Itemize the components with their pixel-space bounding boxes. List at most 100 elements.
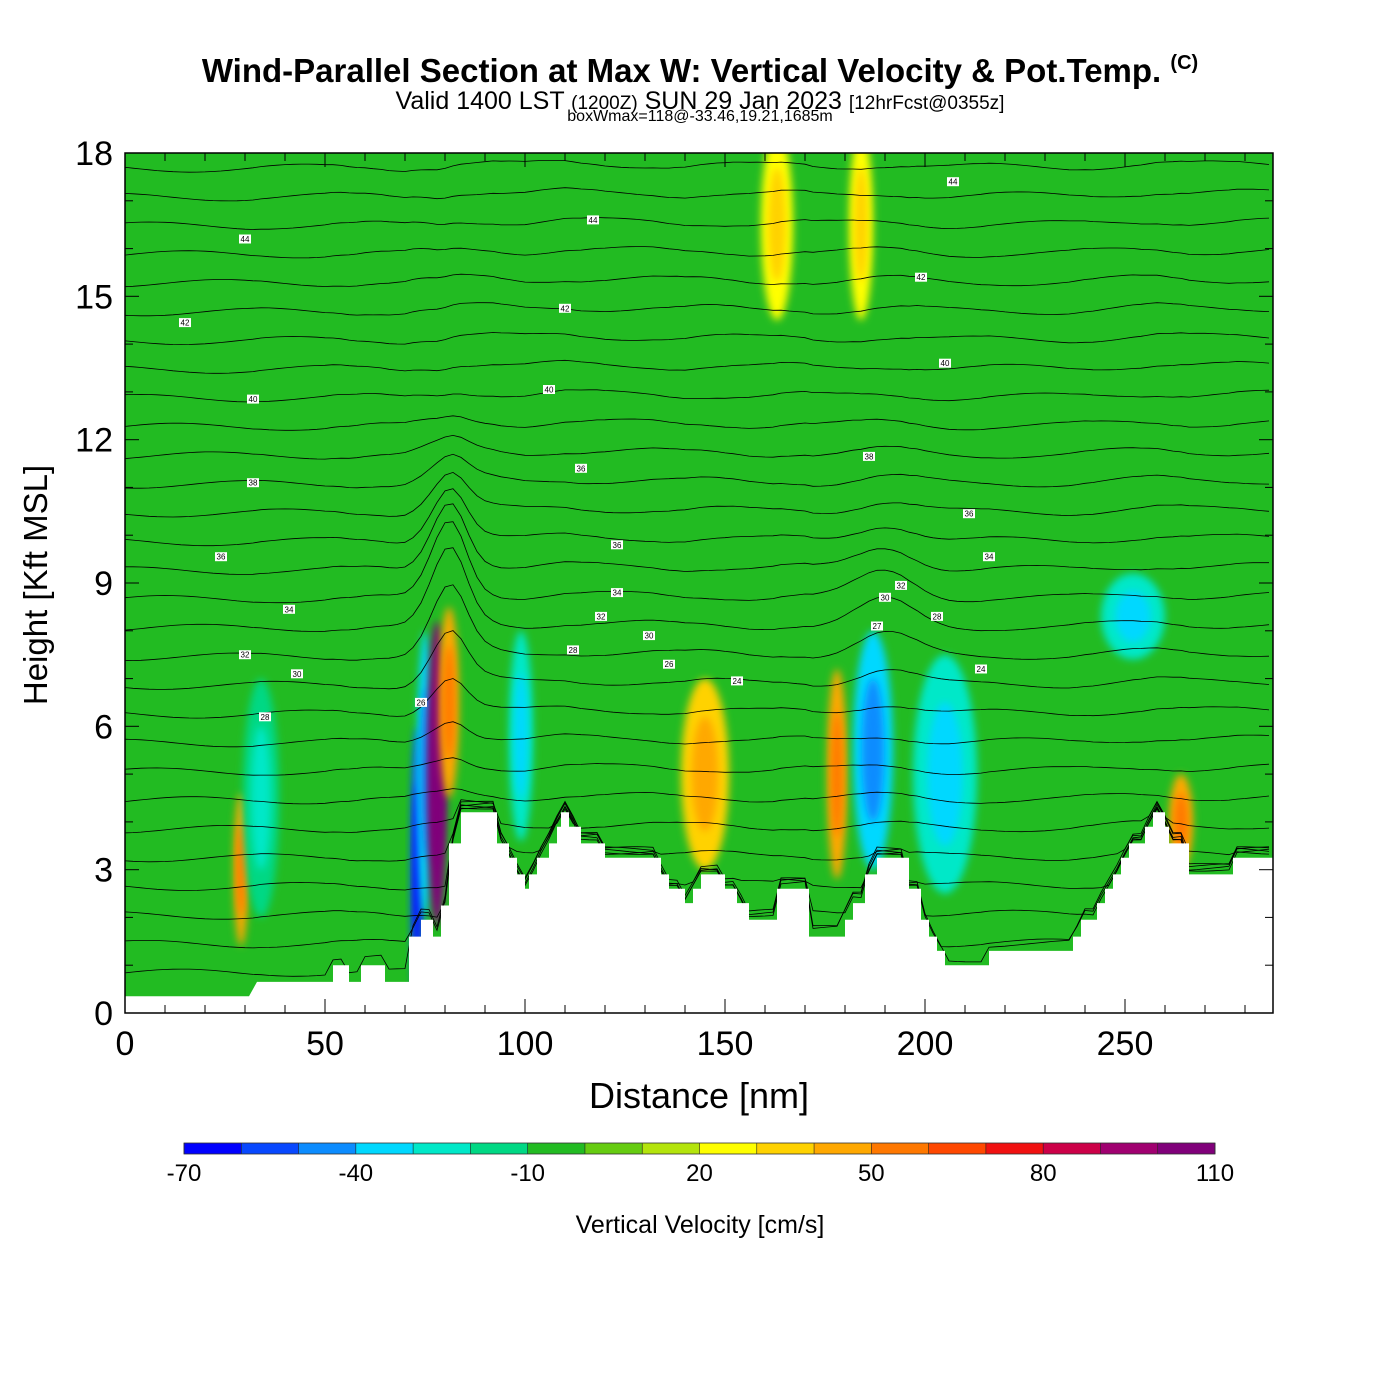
isentrope-27: [125, 187, 1270, 202]
contour-label-bg-22: [871, 621, 883, 631]
y-tick-label-0: 0: [94, 995, 113, 1033]
contour-label-bg-7: [543, 385, 555, 394]
chart-title-text: Wind-Parallel Section at Max W: Vertical…: [201, 52, 1162, 89]
plot-area: 44 44 44 42 42 42 40 40 40 38 36 38 36 36 36 34 32 34 30 34…: [124, 130, 1274, 1014]
contour-label-19: 34: [285, 605, 294, 614]
contour-label-bg-18: [879, 592, 891, 602]
isentrope-14: [125, 503, 1270, 575]
contour-label-1: 44: [589, 216, 598, 225]
valid-date: SUN 29 Jan 2023: [644, 87, 842, 115]
isentrope-4: [125, 800, 1270, 863]
colorbar-tick-label--70: -70: [167, 1160, 202, 1187]
contour-label-bg-12: [963, 509, 975, 519]
w-feature-core-3: [420, 688, 430, 861]
w-feature-core-1: [251, 726, 271, 870]
colorbar-swatch-16: [1100, 1143, 1159, 1154]
contour-label-7: 40: [545, 386, 554, 395]
vertical-velocity-field: [233, 153, 1193, 1013]
y-tick-label-12: 12: [75, 422, 113, 460]
contour-label-17: 34: [613, 589, 622, 598]
copyright-mark: (C): [1170, 52, 1199, 74]
contour-label-bg-9: [863, 451, 875, 461]
x-tick-label-150: 150: [697, 1025, 754, 1063]
colorbar-swatch-10: [756, 1143, 815, 1154]
contour-label-2: 44: [241, 235, 250, 244]
isentrope-15: [125, 488, 1270, 547]
y-tick-label-15: 15: [75, 278, 113, 316]
contour-label-bg-16: [895, 580, 907, 590]
contour-label-4: 42: [561, 304, 570, 313]
w-feature-core-6: [514, 672, 528, 800]
isentrope-21: [125, 359, 1270, 374]
contour-label-bg-17: [611, 588, 623, 598]
contour-label-5: 42: [181, 319, 190, 328]
isentrope-22: [125, 332, 1270, 346]
colorbar: -70 -40 -10 20 50 80 110: [167, 1142, 1234, 1187]
colorbar-swatch-13: [928, 1143, 987, 1154]
colorbar-label: Vertical Velocity [cm/s]: [576, 1211, 825, 1239]
contour-label-bg-30: [415, 697, 427, 707]
chart-subtitle: Valid 1400 LST (1200Z) SUN 29 Jan 2023 […: [0, 87, 1400, 116]
colorbar-swatch-15: [1043, 1143, 1101, 1154]
y-tick-label-3: 3: [94, 852, 113, 890]
x-tick-label-250: 250: [1097, 1025, 1154, 1063]
terrain-profile: [125, 812, 1273, 1013]
contour-label-25: 32: [241, 651, 250, 660]
contour-label-16: 32: [897, 581, 906, 590]
contour-label-bg-1: [587, 215, 599, 225]
contour-label-15: 34: [985, 553, 994, 562]
contour-label-bg-27: [975, 664, 987, 674]
colorbar-tick-label--40: -40: [338, 1160, 373, 1187]
colorbar-swatch-12: [871, 1143, 929, 1154]
isentrope-29: [125, 130, 1269, 143]
contour-label-bg-15: [983, 552, 995, 562]
w-feature-core-0: [237, 823, 245, 916]
contour-label-6: 40: [941, 359, 950, 368]
w-feature-core-12: [1174, 793, 1188, 851]
contour-label-27: 24: [977, 665, 986, 674]
plot-background: [125, 153, 1273, 1013]
w-feature-core-14: [854, 167, 868, 282]
valid-time: Valid 1400 LST: [395, 87, 565, 115]
contour-label-bg-23: [643, 631, 655, 641]
colorbar-swatch-4: [413, 1143, 471, 1154]
w-feature-core-5: [443, 645, 455, 760]
contour-label-14: 36: [217, 553, 226, 562]
contour-label-bg-21: [595, 611, 607, 621]
contour-label-9: 38: [865, 452, 874, 461]
colorbar-swatch-8: [642, 1143, 700, 1154]
y-axis-label: Height [Kft MSL]: [17, 465, 54, 705]
colorbar-swatch-5: [470, 1143, 528, 1154]
contour-label-12: 36: [965, 510, 974, 519]
isentrope-5: [125, 799, 1270, 834]
colorbar-tick-label-20: 20: [686, 1160, 713, 1187]
contour-label-bg-8: [247, 394, 259, 404]
isentrope-2: [125, 800, 1270, 920]
colorbar-tick-label-50: 50: [858, 1160, 885, 1187]
contour-label-24: 28: [569, 646, 578, 655]
contour-label-bg-10: [575, 463, 587, 473]
w-feature-core-11: [1115, 590, 1151, 643]
box-info: boxWmax=118@-33.46,19.21,1685m: [567, 108, 833, 125]
colorbar-swatch-17: [1157, 1143, 1216, 1154]
colorbar-swatch-7: [584, 1143, 643, 1154]
contour-label-8: 40: [249, 395, 258, 404]
x-tick-label-200: 200: [897, 1025, 954, 1063]
contour-label-29: 24: [733, 677, 742, 686]
contour-label-31: 28: [261, 713, 270, 722]
valid-utc: (1200Z): [571, 93, 638, 114]
colorbar-swatch-0: [184, 1143, 242, 1154]
contour-label-bg-6: [939, 358, 951, 368]
potential-temperature-contours: [125, 130, 1270, 977]
contour-label-26: 26: [665, 660, 674, 669]
isentrope-28: [125, 160, 1270, 173]
w-feature-core-8: [831, 711, 843, 838]
colorbar-swatch-9: [699, 1143, 758, 1154]
isentrope-19: [125, 415, 1270, 431]
contour-label-18: 30: [881, 593, 890, 602]
contour-label-20: 28: [933, 612, 942, 621]
y-tick-label-9: 9: [94, 565, 113, 603]
y-tick-label-18: 18: [75, 135, 113, 173]
contour-label-bg-0: [947, 177, 959, 187]
